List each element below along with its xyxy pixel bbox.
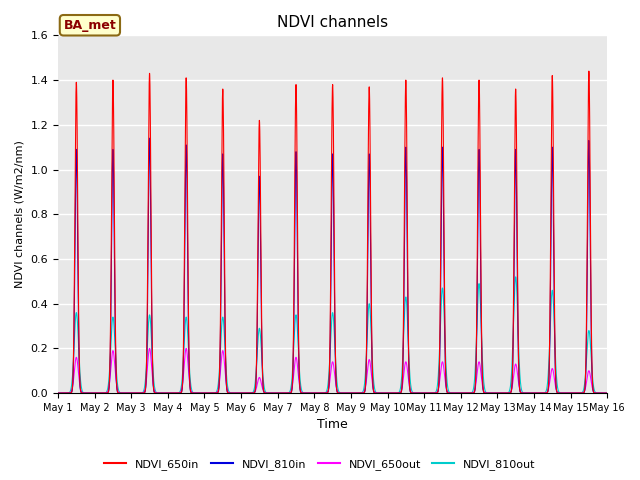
NDVI_650out <box>260 389 268 395</box>
NDVI_810out <box>408 389 416 395</box>
NDVI_650in <box>602 390 609 396</box>
NDVI_810in <box>260 388 268 394</box>
NDVI_810in <box>486 390 494 396</box>
NDVI_810out <box>486 390 494 396</box>
Text: BA_met: BA_met <box>63 19 116 32</box>
NDVI_650in <box>486 390 494 396</box>
NDVI_810in <box>54 390 62 396</box>
NDVI_650out <box>166 390 173 396</box>
Title: NDVI channels: NDVI channels <box>277 15 388 30</box>
NDVI_810in <box>172 390 179 396</box>
NDVI_810in <box>146 135 154 141</box>
NDVI_650in <box>585 68 593 74</box>
NDVI_650in <box>260 387 268 393</box>
X-axis label: Time: Time <box>317 419 348 432</box>
NDVI_650out <box>486 390 494 396</box>
NDVI_810in <box>166 390 173 396</box>
NDVI_810out <box>602 390 609 396</box>
NDVI_810out <box>172 390 179 396</box>
Line: NDVI_650out: NDVI_650out <box>58 348 607 393</box>
NDVI_810out <box>512 274 520 280</box>
NDVI_810in <box>408 390 416 396</box>
NDVI_650in <box>408 390 416 396</box>
NDVI_810out <box>54 390 62 396</box>
NDVI_650out <box>54 390 62 396</box>
NDVI_810out <box>604 390 611 396</box>
Y-axis label: NDVI channels (W/m2/nm): NDVI channels (W/m2/nm) <box>15 140 25 288</box>
NDVI_650in <box>54 390 62 396</box>
NDVI_650in <box>604 390 611 396</box>
NDVI_810in <box>602 390 609 396</box>
NDVI_650in <box>166 390 173 396</box>
NDVI_810in <box>604 390 611 396</box>
Legend: NDVI_650in, NDVI_810in, NDVI_650out, NDVI_810out: NDVI_650in, NDVI_810in, NDVI_650out, NDV… <box>100 455 540 474</box>
NDVI_810out <box>166 390 173 396</box>
Line: NDVI_810in: NDVI_810in <box>58 138 607 393</box>
NDVI_650out <box>604 390 611 396</box>
Line: NDVI_650in: NDVI_650in <box>58 71 607 393</box>
NDVI_650out <box>602 390 609 396</box>
NDVI_650out <box>146 346 154 351</box>
NDVI_650out <box>408 390 416 396</box>
NDVI_810out <box>260 380 268 385</box>
NDVI_650out <box>172 390 179 396</box>
Line: NDVI_810out: NDVI_810out <box>58 277 607 393</box>
NDVI_650in <box>172 390 179 396</box>
